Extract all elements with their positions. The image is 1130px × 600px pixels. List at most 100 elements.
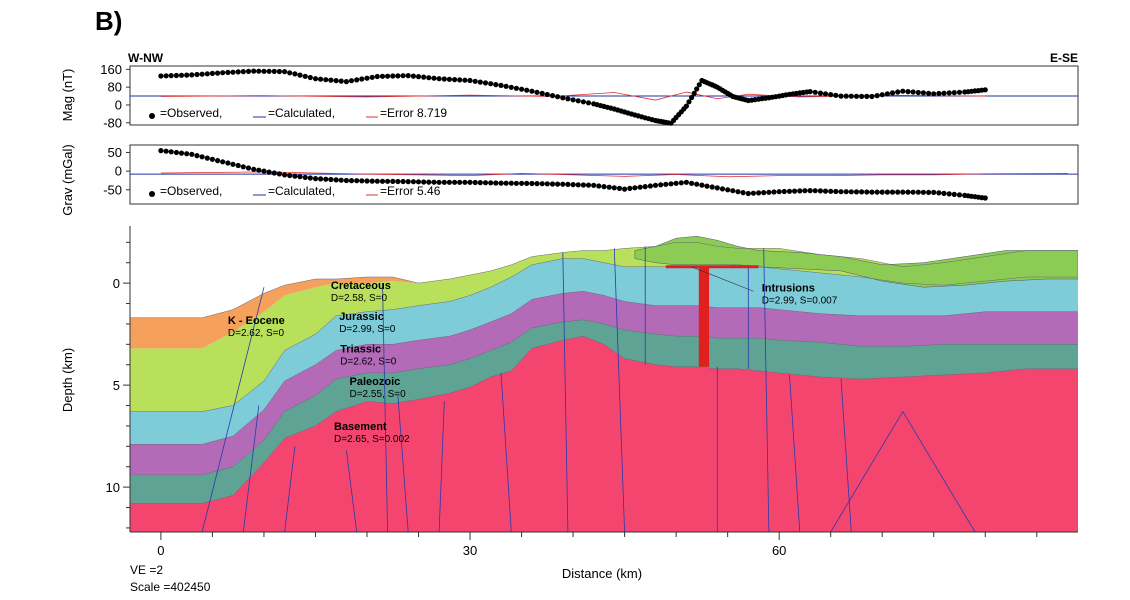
fault-line <box>500 372 512 532</box>
gravity-observed-point <box>848 189 854 195</box>
magnetic-observed-point <box>472 78 478 84</box>
magnetic-observed-point <box>240 69 246 75</box>
distance-tick-label: 60 <box>772 543 786 558</box>
gravity-observed-point <box>637 184 643 190</box>
gravity-observed-point <box>807 188 813 194</box>
magnetic-observed-point <box>266 68 272 74</box>
gravity-observed-point <box>601 184 607 190</box>
magnetic-observed-point <box>812 89 818 95</box>
legend-observed-marker <box>149 113 155 119</box>
magnetic-observed-point <box>549 93 556 99</box>
magnetic-observed-point <box>426 75 432 81</box>
gravity-observed-point <box>616 185 623 191</box>
magnetic-observed-point <box>686 99 692 105</box>
magnetic-y-axis-label: Mag (nT) <box>60 69 75 122</box>
magnetic-observed-point <box>441 76 447 82</box>
gravity-observed-point <box>982 195 988 201</box>
gravity-observed-point <box>678 180 684 186</box>
magnetic-observed-point <box>884 91 891 97</box>
magnetic-observed-point <box>838 93 844 99</box>
gravity-observed-point <box>251 166 257 172</box>
gravity-observed-point <box>266 169 272 175</box>
gravity-observed-point <box>673 180 679 186</box>
horizon-line <box>130 242 1078 319</box>
magnetic-observed-point <box>395 73 401 79</box>
layer-label-title: Paleozoic <box>350 376 401 388</box>
magnetic-observed-point <box>853 93 860 99</box>
layer-label-properties: D=2.99, S=0.007 <box>762 295 838 306</box>
magnetic-observed-point <box>415 74 422 80</box>
gravity-observed-point <box>663 181 669 187</box>
gravity-observed-point <box>529 180 535 187</box>
basement-layer <box>130 336 1078 532</box>
magnetic-observed-point <box>446 76 452 82</box>
magnetic-observed-point <box>869 93 875 100</box>
gravity-observed-point <box>931 189 937 195</box>
magnetic-observed-point <box>926 90 932 96</box>
gravity-observed-point <box>199 154 205 160</box>
gravity-observed-point <box>704 183 710 189</box>
magnetic-observed-point <box>338 78 344 84</box>
gravity-observed-point <box>781 188 787 195</box>
gravity-observed-point <box>534 181 540 187</box>
fault-line <box>382 283 388 532</box>
magnetic-observed-point <box>920 90 927 96</box>
gravity-observed-point <box>910 189 916 195</box>
fault-line <box>201 287 265 532</box>
magnetic-observed-point <box>694 86 700 92</box>
magnetic-observed-point <box>874 93 880 99</box>
intrusion-stock <box>698 266 710 367</box>
gravity-observed-point <box>539 181 545 187</box>
distance-tick-label: 30 <box>463 543 477 558</box>
gravity-observed-point <box>565 181 571 187</box>
gravity-observed-point <box>173 149 179 156</box>
gravity-observed-point <box>271 170 277 176</box>
gravity-legend: =Observed, =Calculated, =Error 5.46 <box>149 184 441 198</box>
gravity-observed-point <box>307 175 313 181</box>
magnetic-observed-point <box>359 76 365 82</box>
magnetic-observed-point <box>251 68 257 74</box>
gravity-observed-point <box>488 180 494 186</box>
gravity-observed-point <box>951 191 957 197</box>
gravity-observed-point <box>261 168 267 174</box>
gravity-observed-point <box>333 177 339 183</box>
gravity-observed-point <box>477 180 483 186</box>
gravity-observed-point <box>580 182 587 188</box>
gravity-observed-point <box>431 179 437 185</box>
magnetic-observed-point <box>936 90 942 97</box>
layer-label-title: Basement <box>334 421 387 433</box>
gravity-observed-point <box>936 190 942 196</box>
gravity-observed-point <box>776 189 782 195</box>
gravity-observed-point <box>482 180 489 186</box>
gravity-observed-point <box>766 189 772 195</box>
gravity-y-axis-label: Grav (mGal) <box>60 144 75 216</box>
gravity-observed-point <box>282 172 288 178</box>
depth-tick-label: 5 <box>113 378 120 393</box>
gravity-observed-point <box>225 160 231 166</box>
magnetic-observed-point <box>178 72 185 78</box>
gravity-observed-point <box>627 185 633 191</box>
magnetic-observed-point <box>696 82 702 88</box>
magnetic-observed-point <box>410 73 416 79</box>
gravity-observed-point <box>802 188 808 194</box>
gravity-error-line <box>160 171 1068 178</box>
legend-calculated-label: =Calculated, <box>268 184 335 198</box>
fault-line <box>242 405 260 532</box>
gravity-observed-point <box>642 184 648 190</box>
magnetic-observed-point <box>565 96 571 102</box>
gravity-observed-point <box>513 180 520 186</box>
gravity-observed-point <box>379 178 386 184</box>
magnetic-observed-point <box>683 103 690 109</box>
gravity-observed-point <box>843 189 849 195</box>
geologic-layers <box>130 235 1078 532</box>
gravity-observed-point <box>859 189 865 195</box>
gravity-observed-point <box>869 189 875 195</box>
magnetic-observed-point <box>184 72 190 78</box>
gravity-observed-point <box>797 188 803 194</box>
gravity-observed-point <box>395 178 401 185</box>
fault-line <box>763 248 770 532</box>
magnetic-observed-point <box>328 77 334 83</box>
magnetic-observed-point <box>400 73 406 79</box>
gravity-observed-point <box>709 184 715 190</box>
